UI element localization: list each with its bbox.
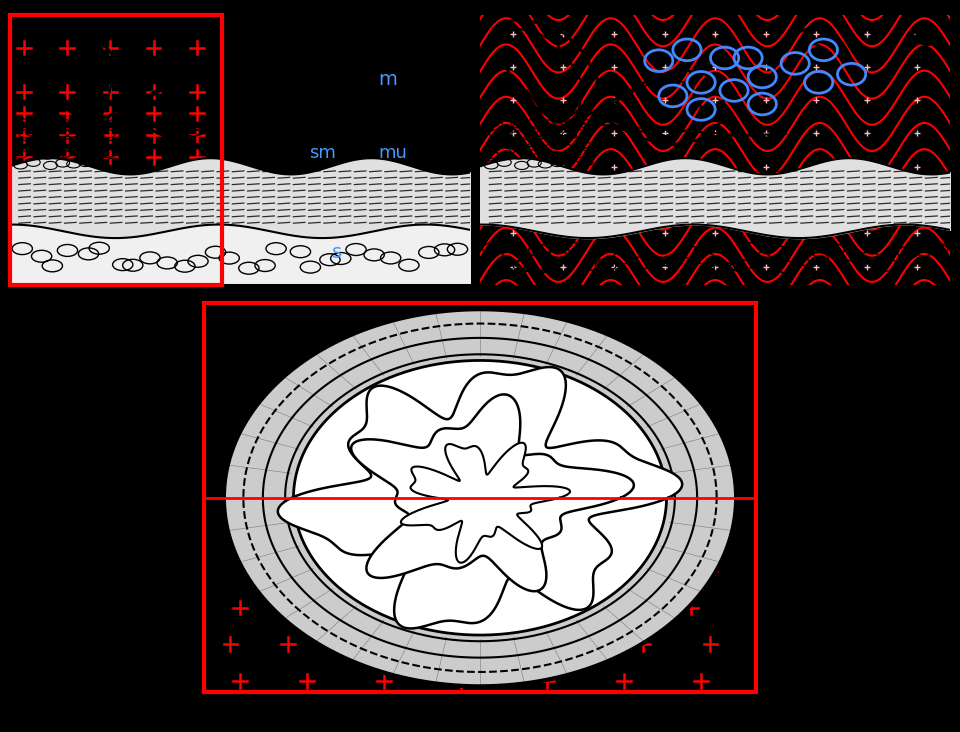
Polygon shape <box>401 443 570 563</box>
Text: d: d <box>515 263 525 280</box>
Text: C: C <box>914 23 936 52</box>
Text: sm: sm <box>309 144 336 163</box>
Polygon shape <box>224 309 736 687</box>
Polygon shape <box>277 367 683 629</box>
Bar <box>10 15 222 285</box>
Polygon shape <box>294 360 666 635</box>
Text: s: s <box>332 244 343 262</box>
Text: B: B <box>420 26 443 54</box>
Text: mu: mu <box>378 144 407 163</box>
Polygon shape <box>351 395 634 591</box>
Text: m: m <box>378 70 397 89</box>
